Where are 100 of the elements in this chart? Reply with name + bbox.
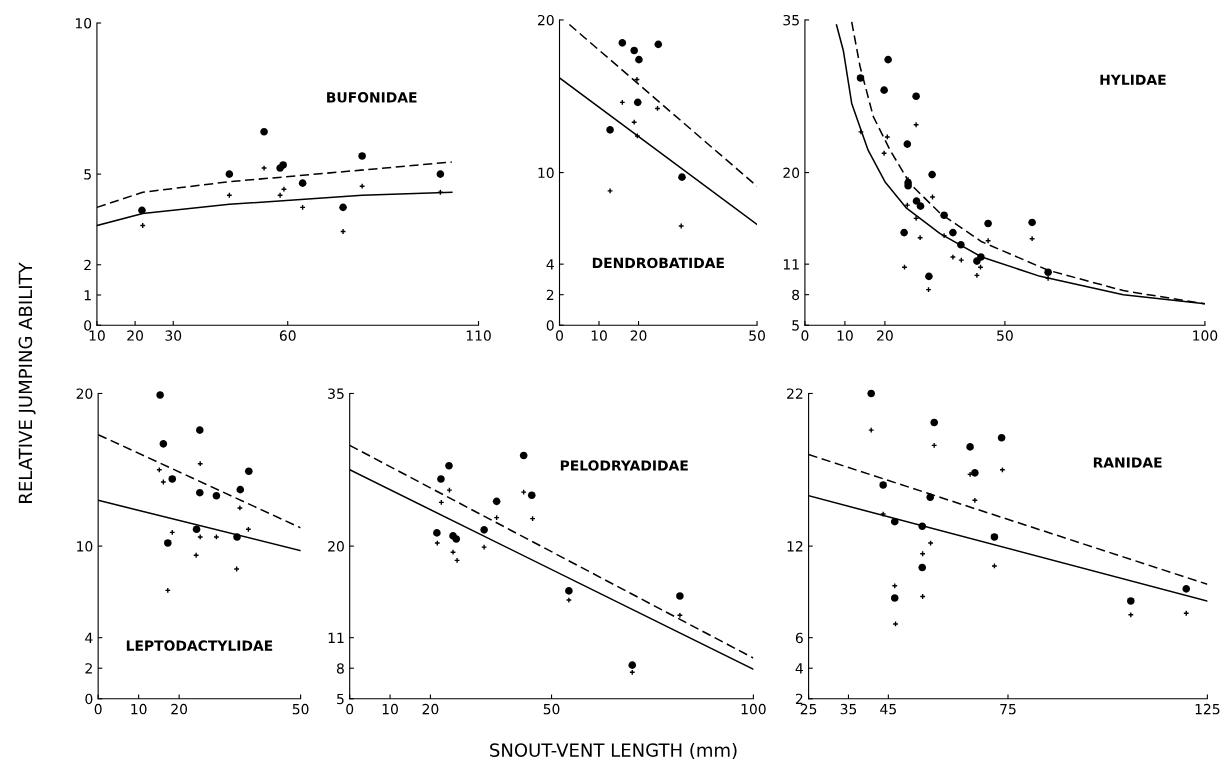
point <box>918 563 927 572</box>
y-tick-label: 6 <box>795 632 803 644</box>
x-tick-label: 35 <box>840 703 857 715</box>
point <box>857 128 865 135</box>
point <box>606 126 614 134</box>
x-tick-label: 10 <box>591 330 607 341</box>
y-tick-label: 10 <box>538 167 554 179</box>
point <box>359 183 366 190</box>
x-tick-label: 20 <box>630 330 647 341</box>
point <box>900 228 908 237</box>
x-tick-label: 75 <box>1000 704 1016 715</box>
point <box>856 74 865 82</box>
x-tick-label: 50 <box>749 330 765 341</box>
point <box>925 272 933 281</box>
x-tick-label: 10 <box>837 330 853 341</box>
y-tick-label: 20 <box>538 14 554 26</box>
point <box>940 211 948 220</box>
point <box>449 549 457 556</box>
point <box>879 481 887 489</box>
y-tick-label: 10 <box>75 17 92 29</box>
x-tick-label: 50 <box>543 703 560 715</box>
point <box>927 539 934 547</box>
point <box>631 119 638 126</box>
y-tick-label: 2 <box>84 259 91 271</box>
y-tick-label: 35 <box>328 388 344 399</box>
point <box>192 525 201 534</box>
point <box>339 228 347 235</box>
point <box>635 55 643 64</box>
x-tick-label: 20 <box>422 703 439 715</box>
y-tick-label: 1 <box>84 290 91 301</box>
y-tick-label: 4 <box>546 259 554 270</box>
point <box>233 533 241 541</box>
x-tick-label: 0 <box>94 703 102 715</box>
point <box>276 192 284 199</box>
y-tick-label: 11 <box>783 259 799 270</box>
point <box>195 426 204 434</box>
y-tick-label: 20 <box>783 167 800 179</box>
point <box>913 215 920 222</box>
y-tick-label: 35 <box>783 14 799 26</box>
x-tick-label: 10 <box>382 703 398 715</box>
point <box>966 443 974 451</box>
point <box>193 552 200 559</box>
point <box>868 427 875 434</box>
point <box>1044 268 1052 277</box>
y-tick-label: 12 <box>787 541 803 552</box>
y-tick-label: 2 <box>546 289 554 300</box>
y-axis-title: RELATIVE JUMPING ABILITY <box>18 262 36 503</box>
point <box>634 132 641 140</box>
point <box>884 55 892 64</box>
point <box>436 170 445 178</box>
point <box>678 222 685 230</box>
point <box>618 39 627 47</box>
y-tick-label: 11 <box>328 632 344 643</box>
x-tick-label: 100 <box>741 703 766 715</box>
x-tick-label: 0 <box>556 330 564 341</box>
x-tick-label: 110 <box>466 330 491 341</box>
point <box>565 587 573 595</box>
x-tick-label: 0 <box>346 703 354 715</box>
point <box>630 46 638 55</box>
point <box>492 497 501 506</box>
point <box>928 170 936 179</box>
point <box>339 203 347 212</box>
y-tick-label: 4 <box>795 663 803 674</box>
point <box>480 526 488 534</box>
point <box>1029 235 1036 242</box>
point <box>973 272 981 279</box>
point <box>930 418 939 427</box>
point <box>1182 585 1191 593</box>
point <box>903 140 912 148</box>
point <box>633 98 642 107</box>
point <box>912 197 921 205</box>
point <box>892 620 899 628</box>
x-tick-label: 20 <box>171 703 188 715</box>
point <box>565 596 572 604</box>
point <box>881 150 888 157</box>
point <box>654 40 663 49</box>
point <box>606 187 614 194</box>
point <box>949 228 957 237</box>
y-tick-label: 0 <box>546 320 554 331</box>
point <box>997 433 1006 442</box>
point <box>527 491 536 500</box>
x-tick-label: 50 <box>997 330 1013 341</box>
x-tick-label: 100 <box>1193 330 1218 341</box>
point <box>991 562 998 570</box>
text: BUFONIDAE <box>327 92 417 103</box>
point <box>280 186 288 193</box>
y-tick-label: 20 <box>328 541 344 552</box>
y-tick-label: 5 <box>84 169 91 180</box>
point <box>916 202 925 210</box>
point <box>446 487 453 494</box>
text: DENDROBATIDAE <box>592 257 724 269</box>
point <box>949 253 957 261</box>
text: PELODRYADIDAE <box>560 460 688 471</box>
point <box>213 533 220 541</box>
point <box>437 475 445 483</box>
y-tick-label: 2 <box>85 663 92 674</box>
y-tick-label: 4 <box>85 632 93 643</box>
y-tick-label: 5 <box>337 693 344 705</box>
x-tick-label: 20 <box>127 330 144 341</box>
x-tick-label: 50 <box>292 703 309 715</box>
